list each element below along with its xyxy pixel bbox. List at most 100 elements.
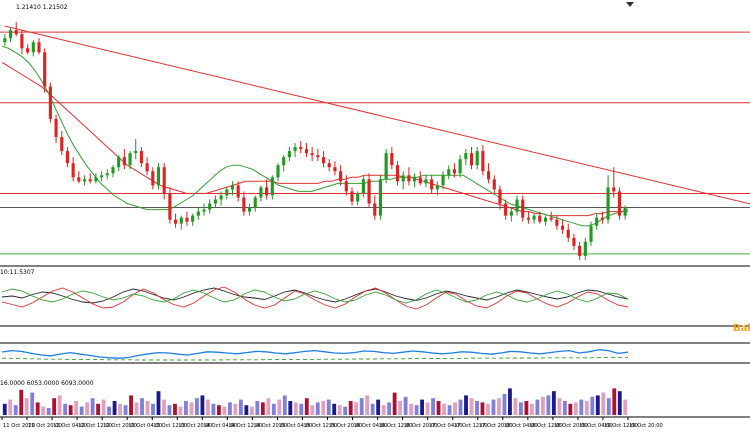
strength-layer — [1, 349, 629, 361]
volume-bar — [442, 403, 446, 415]
volume-bar — [13, 405, 18, 415]
candle-body — [8, 30, 13, 39]
candle-body — [276, 165, 280, 178]
volume-bar — [162, 399, 166, 415]
candle-body — [202, 209, 206, 212]
watermark-logo: Bal — [733, 323, 750, 334]
volume-bar — [573, 402, 578, 415]
volume-bar — [112, 401, 117, 415]
candle-body — [578, 245, 582, 256]
volume-bar — [299, 403, 304, 415]
volume-bar — [189, 402, 194, 415]
volume-bar — [480, 402, 485, 415]
candle-body — [156, 167, 161, 186]
candle-body — [139, 151, 143, 164]
candle-body — [521, 199, 525, 218]
candle-body — [287, 151, 291, 158]
volume-bar — [74, 401, 79, 415]
volume-bar — [568, 403, 573, 415]
candle-body — [321, 157, 326, 164]
volume-bar — [469, 398, 474, 415]
candle-body — [282, 157, 286, 166]
volume-bar — [304, 398, 309, 415]
volume-bar — [238, 399, 243, 415]
candle-body — [395, 165, 400, 182]
candle-body — [111, 167, 115, 174]
price-header: 1.21410 1.21502 — [16, 4, 68, 11]
candle-body — [367, 179, 371, 204]
x-tick-label: 13 Oct 04:00 — [128, 423, 162, 429]
volume-bar — [579, 399, 584, 415]
volume-bar — [68, 405, 73, 415]
oscillator-line-0 — [1, 287, 629, 304]
candle-body — [20, 34, 24, 49]
candle-body — [361, 179, 365, 194]
candle-body — [122, 157, 126, 166]
volume-bar — [8, 399, 13, 415]
candle-body — [225, 189, 229, 196]
candle-body — [230, 185, 235, 190]
candle-body — [191, 215, 195, 222]
volume-bar — [211, 403, 216, 415]
strength-line-1 — [1, 357, 628, 361]
volume-bar — [502, 394, 507, 415]
volume-bar — [255, 401, 260, 415]
volume-bar — [518, 402, 523, 415]
candle-body — [14, 30, 18, 35]
volume-bar — [425, 402, 430, 415]
volume-bar — [562, 401, 567, 415]
volume-bar — [475, 401, 479, 415]
candle-body — [623, 207, 627, 216]
x-tick-label: 12 Oct 12:00 — [78, 423, 112, 429]
volume-bar — [321, 401, 326, 415]
volume-bar — [118, 403, 122, 415]
volume-bar — [524, 401, 529, 415]
candle-body — [168, 193, 172, 220]
candle-body — [612, 187, 616, 192]
candle-body — [504, 203, 508, 216]
x-tick-label: 13 Oct 20:00 — [178, 423, 212, 429]
candle-body — [316, 155, 320, 158]
volume-bar — [409, 403, 414, 415]
volume-bar — [24, 398, 29, 415]
volume-bar — [486, 403, 490, 415]
candle-body — [600, 217, 604, 220]
candle-body — [481, 151, 485, 172]
volume-bar — [266, 398, 271, 415]
volume-bar — [348, 401, 353, 415]
volume-bar — [414, 405, 419, 415]
candle-body — [48, 86, 52, 119]
candle-body — [162, 167, 166, 194]
volume-bar — [123, 405, 128, 415]
volume-bar — [293, 402, 298, 415]
x-tick-label: 17 Oct 04:00 — [429, 423, 463, 429]
volume-bar — [260, 402, 265, 415]
candle-body — [94, 177, 98, 182]
candle-body — [293, 147, 297, 152]
candle-body — [407, 175, 411, 182]
candle-body — [589, 225, 593, 242]
candle-body — [356, 193, 360, 202]
volume-bar — [178, 406, 183, 415]
volume-bar — [508, 388, 512, 415]
volume-bar — [195, 398, 199, 415]
candle-body — [128, 153, 132, 166]
candle-body — [77, 177, 81, 182]
candle-body — [253, 197, 257, 208]
volume-bar — [216, 405, 221, 415]
chevron-down-icon[interactable] — [626, 2, 634, 7]
volume-bar — [326, 399, 331, 415]
volume-bar — [546, 395, 551, 415]
volume-bar — [491, 399, 496, 415]
volume-bar — [458, 399, 463, 415]
volume-bar — [453, 402, 457, 415]
candle-body — [134, 151, 138, 154]
volume-bar — [403, 396, 408, 415]
volume-bar — [222, 406, 227, 415]
x-tick-label: 19 Oct 04:00 — [579, 423, 613, 429]
candle-body — [487, 171, 491, 180]
volume-bar — [57, 395, 62, 415]
volume-bar — [129, 395, 133, 415]
candle-body — [458, 159, 462, 174]
